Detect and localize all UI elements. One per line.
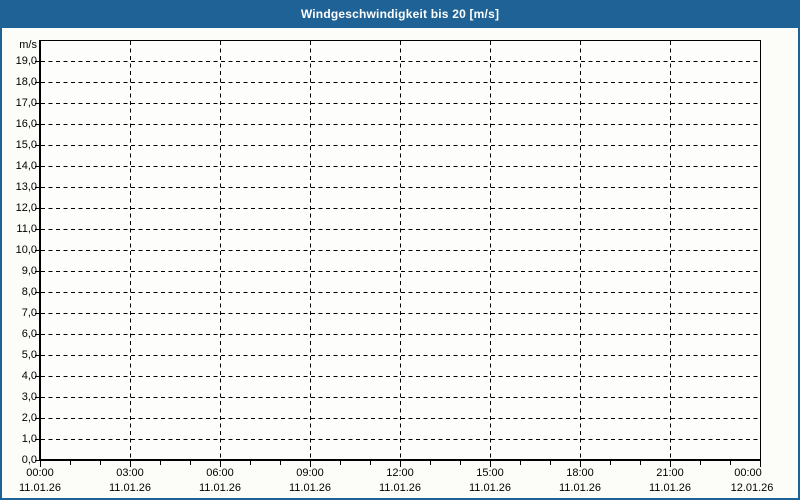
chart-title: Windgeschwindigkeit bis 20 [m/s] <box>300 7 500 21</box>
chart-title-bar: Windgeschwindigkeit bis 20 [m/s] <box>0 0 800 28</box>
